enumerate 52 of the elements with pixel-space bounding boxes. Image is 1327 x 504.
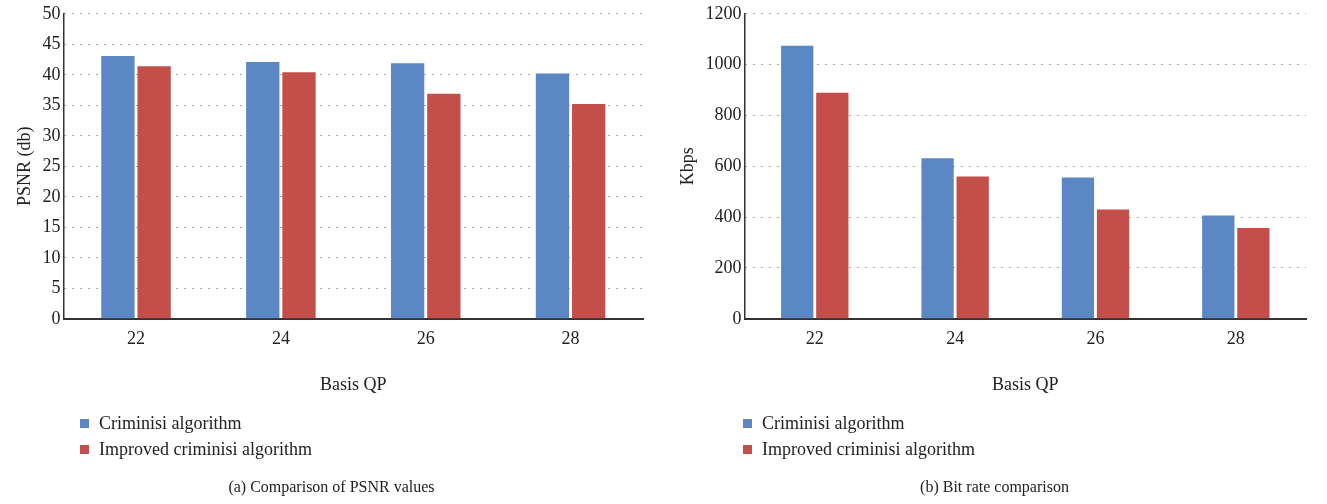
bar [1096,209,1130,319]
y-tick-label: 0 [732,307,742,328]
x-tick-label: 22 [805,328,824,349]
y-tick-label: 0 [51,307,61,328]
x-tick-label: 26 [416,328,435,349]
y-tick-label: 400 [714,205,742,226]
bar [282,72,316,319]
bar [816,92,849,319]
x-tick-label: 24 [271,328,290,349]
y-axis-title: PSNR (db) [13,126,35,207]
legend-label: Criminisi algorithm [762,412,905,435]
x-axis-title: Basis QP [320,373,387,394]
text: (b) Bit rate comparison [919,478,1070,496]
bar [781,45,814,319]
bar [427,93,461,319]
x-tick-label: 28 [1226,328,1245,349]
y-tick-label: 20 [42,185,61,206]
legend-label: Criminisi algorithm [99,412,242,435]
x-tick-label: 22 [127,328,146,349]
y-tick-label: 200 [714,256,742,277]
y-tick-label: 45 [42,33,61,54]
bar [1237,228,1270,319]
bar [572,104,606,319]
bar [137,66,171,319]
y-tick-label: 5 [51,277,61,298]
bar [535,73,570,319]
legend-label: Improved criminisi algorithm [99,438,312,461]
bar [956,176,989,319]
y-tick-label: 1000 [705,53,742,74]
y-tick-label: 30 [42,124,61,145]
bar [1061,177,1095,319]
y-tick-label: 800 [714,104,742,125]
y-tick-label: 50 [42,2,61,23]
bar [246,61,280,319]
legend-label: Improved criminisi algorithm [762,438,975,461]
y-tick-label: 40 [42,63,61,84]
x-tick-label: 26 [1086,328,1105,349]
y-tick-label: 35 [42,94,61,115]
bar [921,158,954,319]
bar [1202,215,1235,319]
y-axis-title: Kbps [676,147,697,186]
text: (a) Comparison of PSNR values [227,478,436,496]
x-axis-title: Basis QP [992,373,1059,394]
bar [101,55,135,319]
bar [390,63,425,319]
y-tick-label: 15 [42,216,61,237]
y-tick-label: 25 [42,155,61,176]
x-tick-label: 28 [561,328,580,349]
x-tick-label: 24 [946,328,965,349]
y-tick-label: 600 [714,155,742,176]
y-tick-label: 10 [42,246,61,267]
y-tick-label: 1200 [705,2,742,23]
